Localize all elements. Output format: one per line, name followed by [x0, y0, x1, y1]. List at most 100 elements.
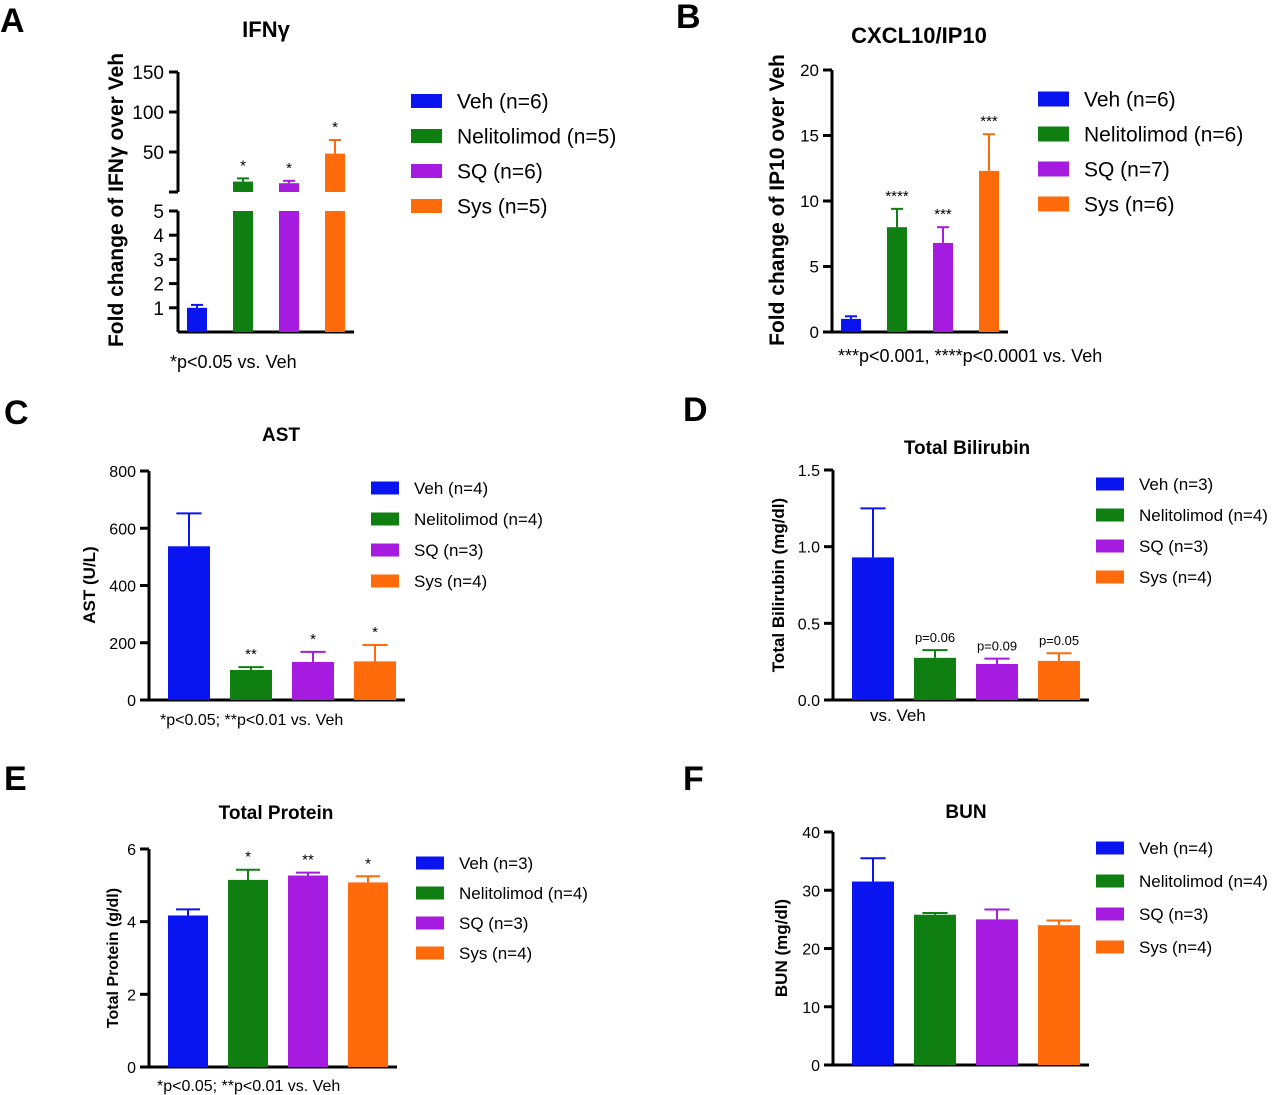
significance-label: *: [365, 855, 371, 872]
panel-d: D Total Bilirubin Total Bilirubin (mg/dl) 0…: [683, 391, 1268, 725]
panel-a: A IFNγ Fold change of IFNγ over Veh 1 2 3 4 5 50…: [0, 2, 616, 372]
legend-label: Veh (n=3): [459, 854, 533, 873]
legend-label: Nelitolimod (n=4): [459, 884, 588, 903]
legend-label: Veh (n=6): [1084, 89, 1176, 112]
y-tick-label: 1: [153, 299, 164, 320]
legend-swatch: [411, 199, 442, 213]
bar-sq: [288, 875, 328, 1067]
panel-letter: C: [4, 394, 29, 432]
legend-label: Nelitolimod (n=4): [1139, 872, 1268, 891]
legend-label: SQ (n=3): [414, 541, 483, 560]
y-tick-label: 2: [153, 275, 164, 296]
y-axis-label: AST (U/L): [80, 546, 99, 623]
panel-b: B CXCL10/IP10 Fold change of IP10 over Veh…: [676, 0, 1243, 366]
significance-label: ***: [980, 113, 998, 130]
legend-label: SQ (n=3): [1139, 537, 1208, 556]
legend-swatch: [411, 94, 442, 108]
legend-label: Nelitolimod (n=6): [1084, 124, 1243, 147]
legend-label: Sys (n=6): [1084, 194, 1174, 217]
bar-nelitolimod: [233, 211, 253, 332]
legend-label: Sys (n=4): [414, 572, 487, 591]
significance-label: ***: [934, 206, 952, 223]
bar-sq: [279, 211, 299, 332]
bar-nelitolimod: [228, 879, 268, 1067]
y-tick-label: 6: [127, 842, 136, 859]
legend-label: SQ (n=7): [1084, 159, 1170, 182]
y-tick-label: 2: [127, 987, 136, 1004]
y-tick-label: 100: [132, 103, 164, 124]
bar-sq: [976, 919, 1018, 1065]
legend-swatch: [1096, 508, 1124, 522]
footnote: vs. Veh: [870, 706, 926, 725]
panel-f: F BUN BUN (mg/dl) 0 10 20 30 40 Veh (n=4) Nelitol…: [683, 760, 1268, 1075]
legend-label: SQ (n=3): [1139, 905, 1208, 924]
panel-letter: D: [683, 391, 708, 429]
y-tick-label: 150: [132, 63, 164, 84]
legend-swatch: [371, 481, 399, 495]
bar-veh: [852, 881, 894, 1065]
legend-label: Sys (n=4): [459, 944, 532, 963]
legend-swatch: [411, 164, 442, 178]
legend-label: Veh (n=6): [457, 91, 549, 114]
significance-label: p=0.06: [915, 630, 955, 645]
y-axis-label: BUN (mg/dl): [772, 899, 791, 997]
legend-label: SQ (n=6): [457, 161, 543, 184]
y-tick-label: 5: [810, 258, 819, 277]
y-tick-label: 10: [800, 192, 819, 211]
significance-label: p=0.05: [1039, 633, 1079, 648]
significance-label: **: [245, 646, 257, 663]
legend-swatch: [416, 946, 444, 960]
y-tick-label: 0.0: [798, 693, 820, 710]
chart-title: Total Protein: [219, 803, 334, 824]
legend-swatch: [1038, 161, 1069, 177]
legend-swatch: [416, 916, 444, 930]
y-tick-label: 20: [800, 61, 819, 80]
chart-title: AST: [262, 425, 300, 446]
legend-label: Sys (n=4): [1139, 568, 1212, 587]
y-axis-label: Fold change of IFNγ over Veh: [105, 53, 128, 347]
y-tick-label: 0: [127, 1060, 136, 1077]
footnote: *p<0.05; **p<0.01 vs. Veh: [160, 712, 343, 729]
y-tick-label: 0: [127, 693, 136, 710]
y-axis-label: Total Protein (g/dl): [105, 888, 122, 1028]
legend-swatch: [371, 512, 399, 526]
y-tick-label: 30: [802, 883, 820, 900]
y-axis-label: Total Bilirubin (mg/dl): [769, 498, 788, 672]
y-tick-label: 4: [153, 226, 164, 247]
bar-nelitolimod: [887, 227, 907, 332]
y-tick-label: 50: [143, 143, 164, 164]
panel-letter: E: [4, 760, 27, 798]
significance-label: *: [245, 849, 251, 866]
bar-sys: [979, 170, 999, 332]
bar-veh: [841, 318, 861, 332]
chart-title: IFNγ: [242, 17, 290, 42]
y-tick-label: 1.5: [798, 463, 820, 480]
bar-veh: [852, 557, 894, 700]
bar-sys: [348, 882, 388, 1067]
y-tick-label: 10: [802, 1000, 820, 1017]
bar-sq: [976, 663, 1018, 700]
bar-sq: [933, 242, 953, 332]
legend-swatch: [1096, 477, 1124, 491]
legend-swatch: [1096, 841, 1124, 855]
footnote: *p<0.05 vs. Veh: [170, 352, 297, 372]
significance-label: p=0.09: [977, 639, 1017, 654]
bar-veh: [168, 546, 210, 700]
legend-swatch: [1096, 907, 1124, 921]
significance-label: ****: [885, 188, 909, 205]
legend-label: Veh (n=4): [414, 479, 488, 498]
legend-label: Nelitolimod (n=4): [1139, 506, 1268, 525]
y-tick-label: 0: [811, 1058, 820, 1075]
y-tick-label: 20: [802, 942, 820, 959]
bar-sys: [1038, 925, 1080, 1065]
bar-sys: [354, 661, 396, 700]
y-tick-label: 800: [109, 464, 136, 481]
bar-nelitolimod: [914, 914, 956, 1065]
legend-swatch: [1038, 126, 1069, 142]
legend-swatch: [1096, 940, 1124, 954]
bar-nelitolimod: [914, 657, 956, 700]
chart-title: Total Bilirubin: [904, 438, 1030, 459]
panel-letter: B: [676, 0, 701, 36]
footnote: ***p<0.001, ****p<0.0001 vs. Veh: [838, 346, 1102, 366]
